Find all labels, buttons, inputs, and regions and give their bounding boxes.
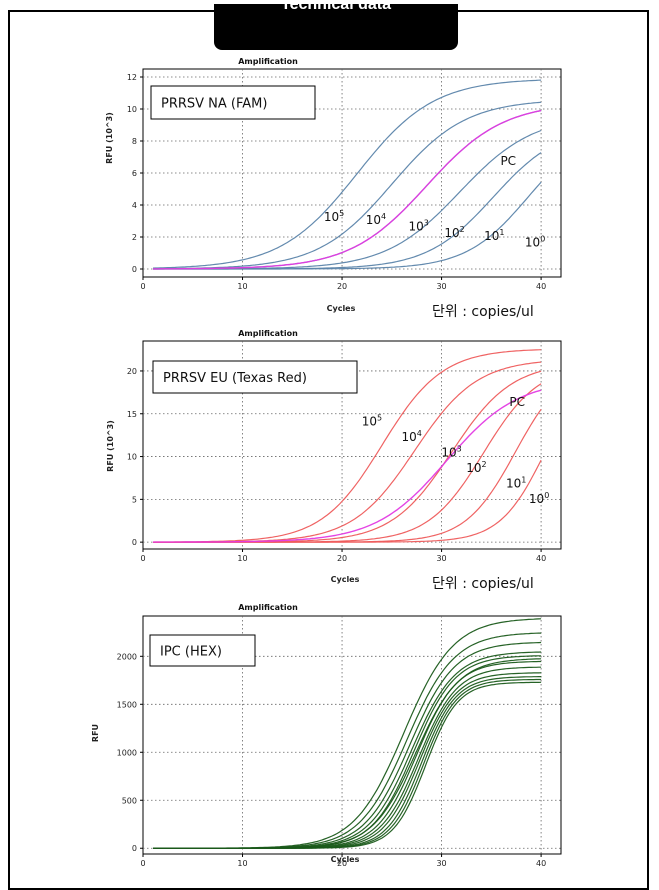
x-tick-label: 20 <box>337 554 347 563</box>
panel-label-box <box>150 85 316 120</box>
panel-label: PRRSV NA (FAM) <box>161 97 267 112</box>
x-tick-label: 20 <box>337 859 347 868</box>
y-tick-label: 500 <box>122 796 137 805</box>
curve-label: 102 <box>466 460 486 475</box>
amplification-chart-1: Amplification 0 10 20 30 40 0 2 4 6 8 10 12 Cycles RFU… <box>105 57 562 320</box>
x-tick-label: 30 <box>436 554 446 563</box>
x-tick-label: 0 <box>140 859 145 868</box>
x-tick-label: 20 <box>337 282 347 291</box>
x-axis-label: Cycles <box>331 855 360 864</box>
curve-group <box>152 349 542 543</box>
amplification-chart-2: Amplification 0 10 20 30 40 0 5 10 15 20 Cycles RFU … <box>106 329 562 592</box>
curve-group <box>153 618 542 849</box>
y-tick-label: 6 <box>132 169 137 178</box>
curve-group <box>152 79 542 270</box>
curve-label: 104 <box>402 429 422 444</box>
pc-curve <box>153 109 542 270</box>
x-tick-label: 10 <box>237 554 247 563</box>
y-tick-label: 1000 <box>117 748 137 757</box>
x-tick-label: 30 <box>436 859 446 868</box>
y-tick-label: 0 <box>132 844 137 853</box>
y-tick-label: 1500 <box>117 700 137 709</box>
curve-label: 102 <box>444 225 464 240</box>
y-tick-label: 0 <box>132 538 137 547</box>
curve-label: 100 <box>529 491 549 506</box>
unit-note: 단위 : copies/ul <box>432 304 534 320</box>
chart-title: Amplification <box>238 57 298 66</box>
x-tick-label: 10 <box>237 859 247 868</box>
y-tick-label: 8 <box>132 137 137 146</box>
y-tick-label: 15 <box>127 410 137 419</box>
amplification-curve <box>153 681 542 849</box>
panel-label: IPC (HEX) <box>160 645 222 660</box>
curve-label: 105 <box>362 414 382 429</box>
chart-title: Amplification <box>238 329 298 338</box>
x-tick-label: 30 <box>436 282 446 291</box>
panel-label-box <box>152 360 358 394</box>
pc-curve <box>153 389 542 543</box>
header-tab: Technical data <box>214 0 458 50</box>
x-tick-label: 10 <box>237 282 247 291</box>
curve-label: 103 <box>441 445 461 460</box>
unit-note: 단위 : copies/ul <box>432 576 534 592</box>
panel-label-box <box>149 634 256 667</box>
x-tick-label: 40 <box>536 282 546 291</box>
amplification-curve <box>152 79 542 269</box>
panel-label: PRRSV EU (Texas Red) <box>163 371 307 386</box>
x-axis-label: Cycles <box>327 304 356 313</box>
y-tick-label: 4 <box>132 201 137 210</box>
y-tick-label: 10 <box>127 105 137 114</box>
x-axis-label: Cycles <box>331 575 360 584</box>
curve-label: 104 <box>366 212 386 227</box>
y-tick-label: 2 <box>132 233 137 242</box>
curve-label: 101 <box>506 475 526 490</box>
curve-label: 101 <box>484 228 504 243</box>
y-tick-label: 5 <box>132 495 137 504</box>
curve-label: 105 <box>324 209 344 224</box>
y-axis-label: RFU (10^3) <box>106 420 115 472</box>
curve-label: PC <box>500 154 516 168</box>
y-tick-label: 12 <box>127 73 137 82</box>
y-tick-label: 10 <box>127 453 137 462</box>
curve-label: PC <box>509 395 525 409</box>
curve-label: 100 <box>525 235 545 250</box>
curve-label: 103 <box>408 219 428 234</box>
y-tick-label: 20 <box>127 367 137 376</box>
y-axis-label: RFU (10^3) <box>105 112 114 164</box>
amplification-curve <box>153 101 542 270</box>
y-axis-label: RFU <box>91 724 100 742</box>
x-tick-label: 40 <box>536 554 546 563</box>
chart-title: Amplification <box>238 603 298 612</box>
y-tick-label: 0 <box>132 265 137 274</box>
y-tick-label: 2000 <box>117 652 137 661</box>
page-title: Technical data <box>281 0 391 13</box>
amplification-chart-3: Amplification 0 10 20 30 40 0 500 1000 1500 2000 Cy… <box>91 603 562 868</box>
x-tick-label: 0 <box>140 554 145 563</box>
x-tick-label: 0 <box>140 282 145 291</box>
x-tick-label: 40 <box>536 859 546 868</box>
